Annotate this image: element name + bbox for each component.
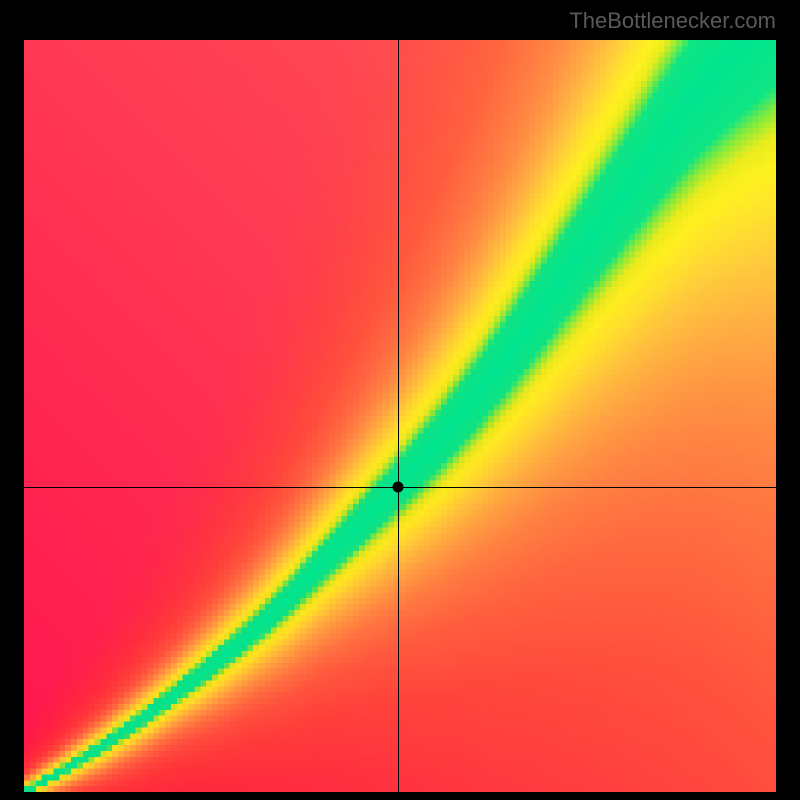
crosshair-vertical <box>398 40 400 792</box>
attribution-text: TheBottlenecker.com <box>569 8 776 34</box>
plot-frame <box>24 40 776 792</box>
chart-container: TheBottlenecker.com <box>0 0 800 800</box>
bottleneck-heatmap <box>24 40 776 792</box>
selection-marker <box>393 482 404 493</box>
